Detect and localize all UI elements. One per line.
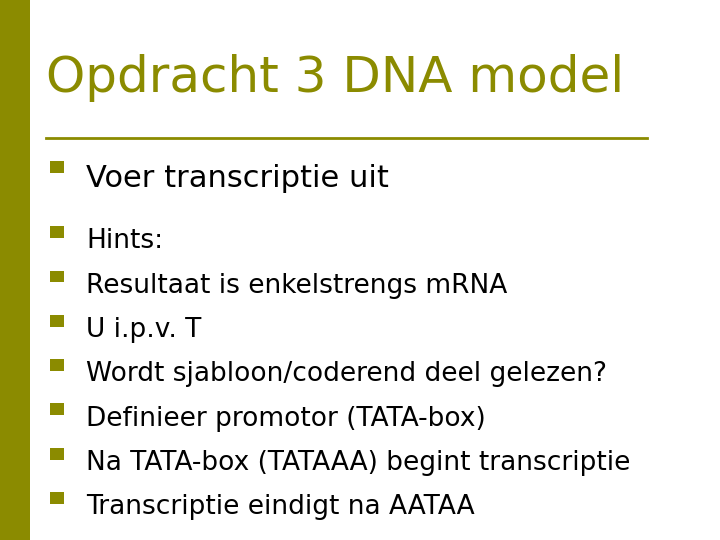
FancyBboxPatch shape: [50, 226, 64, 238]
FancyBboxPatch shape: [50, 448, 64, 460]
Text: U i.p.v. T: U i.p.v. T: [86, 317, 202, 343]
Text: Voer transcriptie uit: Voer transcriptie uit: [86, 164, 389, 193]
FancyBboxPatch shape: [0, 0, 30, 540]
Text: Transcriptie eindigt na AATAA: Transcriptie eindigt na AATAA: [86, 494, 474, 520]
Text: Hints:: Hints:: [86, 228, 163, 254]
FancyBboxPatch shape: [50, 359, 64, 371]
FancyBboxPatch shape: [50, 315, 64, 327]
Text: Definieer promotor (TATA-box): Definieer promotor (TATA-box): [86, 406, 485, 431]
Text: Na TATA-box (TATAAA) begint transcriptie: Na TATA-box (TATAAA) begint transcriptie: [86, 450, 630, 476]
FancyBboxPatch shape: [50, 271, 64, 282]
FancyBboxPatch shape: [50, 403, 64, 415]
FancyBboxPatch shape: [50, 492, 64, 504]
Text: Opdracht 3 DNA model: Opdracht 3 DNA model: [46, 54, 624, 102]
FancyBboxPatch shape: [50, 161, 64, 173]
Text: Resultaat is enkelstrengs mRNA: Resultaat is enkelstrengs mRNA: [86, 273, 507, 299]
Text: Wordt sjabloon/coderend deel gelezen?: Wordt sjabloon/coderend deel gelezen?: [86, 361, 607, 387]
